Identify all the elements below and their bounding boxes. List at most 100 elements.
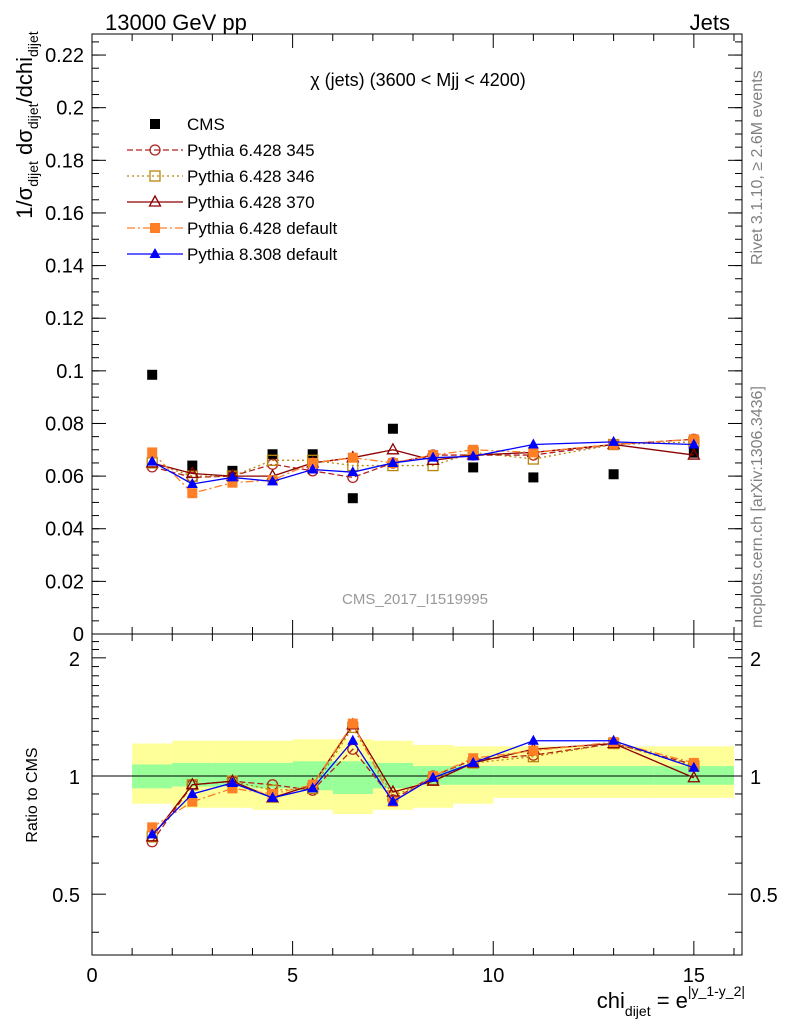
- main-point: [427, 451, 439, 462]
- ratio-series-line: [151, 723, 695, 838]
- legend-entry: CMS: [150, 115, 225, 134]
- legend-marker: [149, 144, 161, 156]
- main-point: [307, 457, 318, 468]
- ratio-point: [267, 791, 279, 802]
- main-point: [467, 450, 479, 461]
- ratio-point: [687, 770, 701, 783]
- xtick-label: 15: [683, 965, 705, 987]
- main-point: [187, 460, 198, 471]
- legend-label: Pythia 6.428 370: [187, 193, 315, 212]
- ratio-ytick-label: 0.5: [52, 885, 80, 907]
- analysis-id: CMS_2017_I1519995: [342, 591, 488, 608]
- rivet-version-label: Rivet 3.1.10, ≥ 2.6M events: [749, 70, 766, 265]
- legend-label: Pythia 6.428 345: [187, 141, 315, 160]
- mcplots-label: mcplots.cern.ch [arXiv:1306.3436]: [749, 386, 766, 628]
- ratio-band-inner: [653, 766, 734, 785]
- header-left: 13000 GeV pp: [105, 10, 247, 35]
- ratio-point: [187, 796, 198, 807]
- legend-entry: Pythia 6.428 345: [127, 141, 315, 160]
- header-right: Jets: [690, 10, 730, 35]
- legend-marker: [150, 119, 160, 129]
- main-point: [688, 438, 700, 449]
- main-ytick-label: 0.04: [45, 519, 84, 541]
- ratio-point: [146, 828, 158, 839]
- ratio-point: [227, 783, 238, 794]
- main-point: [307, 463, 319, 474]
- ratio-ytick-label: 2: [69, 649, 80, 671]
- legend-label: CMS: [187, 115, 225, 134]
- ratio-point: [528, 745, 539, 756]
- main-point: [187, 488, 198, 499]
- ratio-point: [347, 734, 359, 745]
- ratio-frame: [91, 633, 743, 956]
- xtick-label: 0: [86, 965, 97, 987]
- ratio-point: [467, 756, 479, 767]
- legend-marker: [149, 248, 161, 258]
- main-series-line: [151, 438, 694, 494]
- main-ytick-label: 0.08: [45, 413, 84, 435]
- ratio-series-line: [151, 722, 695, 828]
- legend-label: Pythia 6.428 default: [187, 219, 338, 238]
- main-point: [267, 449, 278, 460]
- ratio-point: [307, 782, 319, 793]
- main-point: [468, 444, 479, 455]
- main-point: [386, 442, 400, 455]
- main-ytick-label: 0.22: [45, 45, 84, 67]
- ratio-band-inner: [453, 766, 494, 785]
- xtick-label: 10: [482, 965, 504, 987]
- ratio-ytick-label-right: 0.5: [750, 885, 778, 907]
- main-point: [146, 455, 158, 466]
- legend-entry: Pythia 6.428 default: [127, 219, 338, 238]
- legend: CMS Pythia 6.428 345 Pythia 6.428 346 Pythi…: [127, 115, 338, 264]
- legend-label: Pythia 6.428 346: [187, 167, 315, 186]
- ratio-series-4: [146, 734, 700, 839]
- main-ytick-label: 0.2: [56, 98, 84, 120]
- main-point: [266, 454, 279, 466]
- main-point: [688, 447, 699, 458]
- main-point: [608, 435, 620, 446]
- main-point: [387, 456, 399, 467]
- ratio-point: [147, 822, 158, 833]
- legend-marker: [150, 223, 160, 233]
- ratio-band-inner: [573, 766, 654, 785]
- main-point: [387, 423, 398, 434]
- ratio-band-inner: [172, 762, 213, 787]
- legend-marker: [148, 194, 162, 207]
- main-point: [185, 466, 199, 479]
- main-point: [608, 469, 619, 480]
- ratio-ytick-label: 1: [69, 767, 80, 789]
- main-point: [347, 452, 358, 463]
- svg-text:chidijet = e|y_1-y_2|: chidijet = e|y_1-y_2|: [597, 983, 745, 1019]
- main-point: [226, 471, 238, 482]
- main-ylabel: 1/σdijet dσdijet/dchidijet: [12, 31, 41, 219]
- ratio-series-line: [151, 739, 695, 835]
- main-series-line: [151, 441, 694, 485]
- svg-text:1/σdijet dσdijet/dchidijet: 1/σdijet dσdijet/dchidijet: [12, 31, 41, 219]
- ratio-point: [186, 787, 198, 798]
- main-ytick-label: 0: [73, 624, 84, 646]
- legend-label: Pythia 8.308 default: [187, 245, 338, 264]
- main-ytick-label: 0.1: [56, 361, 84, 383]
- ratio-point: [387, 795, 399, 806]
- main-ytick-label: 0.12: [45, 308, 84, 330]
- main-point: [347, 493, 358, 504]
- main-ytick-label: 0.18: [45, 150, 84, 172]
- legend-entry: Pythia 6.428 346: [127, 167, 315, 186]
- main-ytick-label: 0.06: [45, 466, 84, 488]
- plot-title: χ (jets) (3600 < Mjj < 4200): [310, 70, 526, 90]
- main-point: [267, 475, 279, 486]
- main-point: [186, 478, 198, 488]
- main-point: [307, 449, 318, 460]
- main-ytick-label: 0.02: [45, 571, 84, 593]
- main-point: [687, 447, 701, 460]
- main-point: [147, 447, 158, 458]
- ratio-point: [688, 761, 700, 772]
- ratio-point: [226, 776, 238, 787]
- main-point: [227, 477, 238, 488]
- ratio-point: [527, 734, 539, 745]
- legend-entry: Pythia 8.308 default: [127, 245, 338, 264]
- main-ytick-label: 0.16: [45, 203, 84, 225]
- ratio-series-line: [151, 726, 695, 838]
- main-point: [527, 438, 539, 449]
